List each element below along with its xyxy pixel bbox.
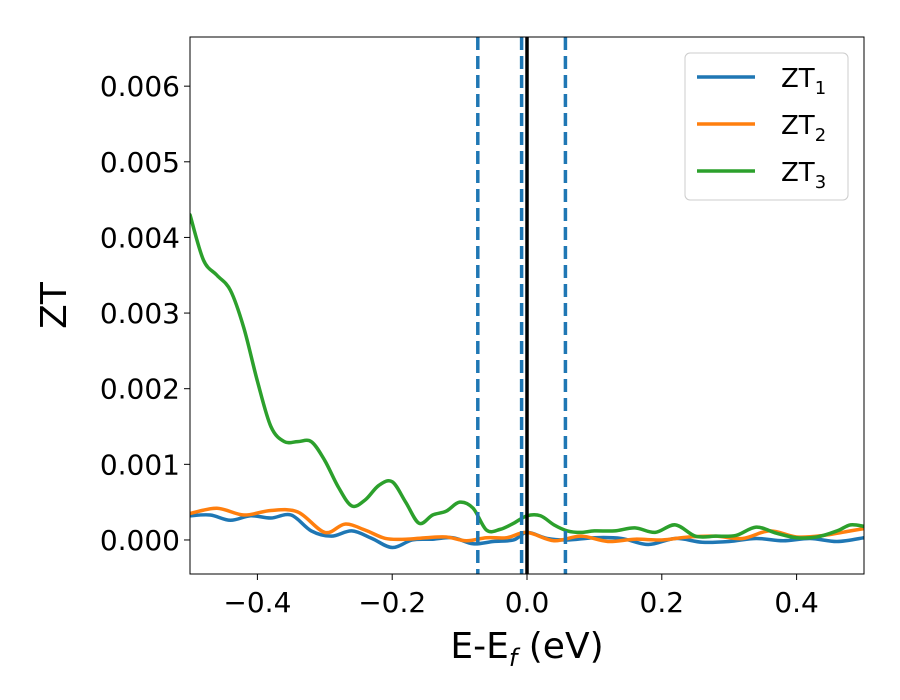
y-tick-label: 0.002 xyxy=(100,373,180,406)
x-axis-ticks: −0.4 −0.2 0.0 0.2 0.4 xyxy=(223,574,819,619)
y-tick-label: 0.006 xyxy=(100,70,180,103)
x-tick-label: −0.2 xyxy=(358,586,426,619)
vertical-reference-lines xyxy=(476,37,568,574)
y-tick-label: 0.000 xyxy=(100,524,180,557)
series-line-zt1 xyxy=(190,512,864,550)
y-tick-label: 0.005 xyxy=(100,146,180,179)
legend-item-zt2: ZT2 xyxy=(697,111,826,146)
x-tick-label: 0.2 xyxy=(640,586,685,619)
y-tick-label: 0.001 xyxy=(100,448,180,481)
y-axis-ticks: 0.000 0.001 0.002 0.003 0.004 0.005 0.006 xyxy=(100,70,190,557)
legend-box xyxy=(684,52,849,201)
y-tick-label: 0.003 xyxy=(100,297,180,330)
series-line-zt3 xyxy=(190,212,864,540)
legend-label: ZT1 xyxy=(781,64,826,99)
legend-item-zt3: ZT3 xyxy=(697,158,826,193)
x-tick-label: −0.4 xyxy=(223,586,291,619)
x-tick-label: 0.4 xyxy=(774,586,819,619)
x-axis-title-main: E-E xyxy=(450,626,508,667)
series-line-zt2 xyxy=(190,506,864,544)
x-tick-label: 0.0 xyxy=(505,586,550,619)
y-tick-label: 0.004 xyxy=(100,221,180,254)
y-axis-title: ZT xyxy=(34,281,75,329)
legend-label: ZT3 xyxy=(781,158,826,193)
legend-label: ZT2 xyxy=(781,111,826,146)
legend-item-zt1: ZT1 xyxy=(697,64,826,99)
legend: ZT1 ZT2 ZT3 xyxy=(684,52,849,201)
x-axis-title-unit: (eV) xyxy=(517,626,603,667)
x-axis-title: E-Ef (eV) xyxy=(450,626,603,672)
series-layer xyxy=(190,212,864,550)
